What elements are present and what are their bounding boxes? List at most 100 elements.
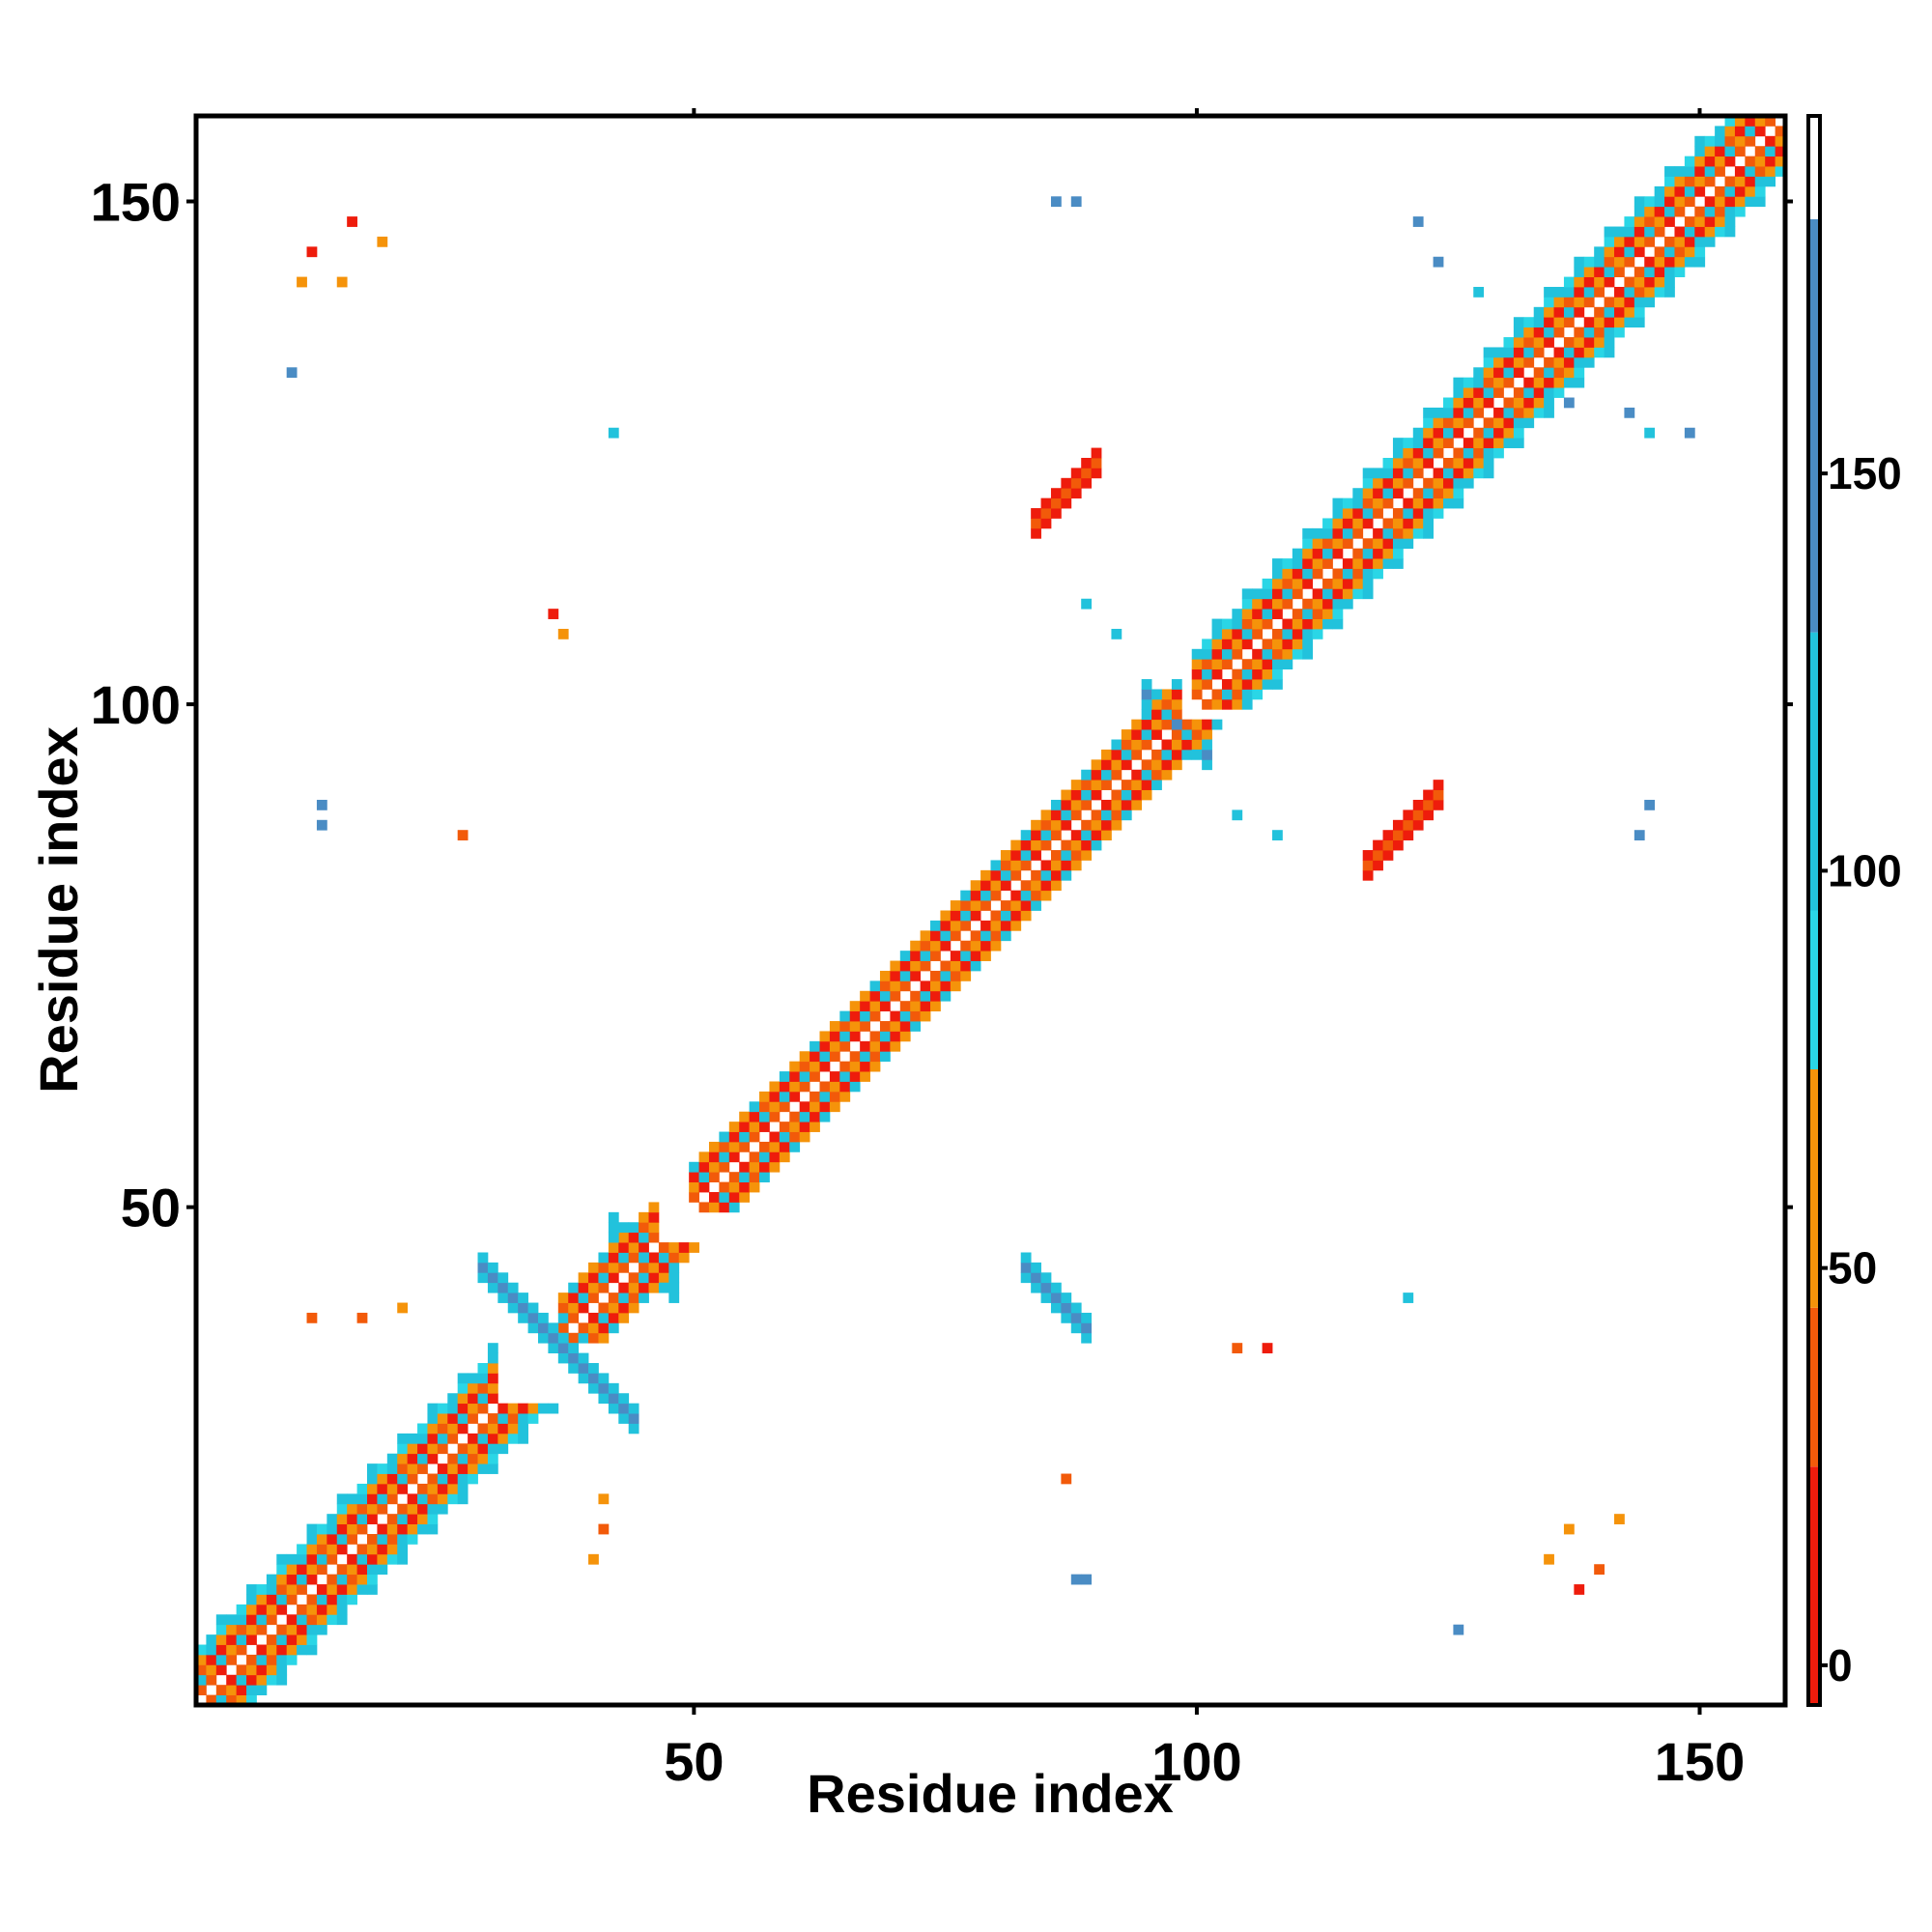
heatmap-cell <box>276 1644 288 1656</box>
heatmap-cell <box>678 1252 690 1264</box>
heatmap-cell <box>1664 246 1675 258</box>
heatmap-cell <box>1070 860 1082 871</box>
heatmap-cell <box>810 1091 820 1102</box>
heatmap-cell <box>1091 447 1102 459</box>
heatmap-cell <box>799 1051 810 1063</box>
heatmap-cell <box>1382 830 1394 841</box>
heatmap-cell <box>306 246 318 258</box>
heatmap-cell <box>437 1413 448 1424</box>
heatmap-cell <box>839 1040 851 1052</box>
heatmap-cell <box>628 1423 639 1435</box>
heatmap-cell <box>1513 438 1524 448</box>
heatmap-cell <box>316 799 327 810</box>
heatmap-cell <box>407 1534 418 1545</box>
heatmap-cell <box>1453 477 1464 489</box>
heatmap-cell <box>1594 337 1605 348</box>
heatmap-cell <box>1252 609 1264 619</box>
heatmap-cell <box>1412 488 1424 499</box>
heatmap-cell <box>1262 588 1273 600</box>
heatmap-cell <box>598 1282 610 1293</box>
heatmap-cell <box>1392 508 1404 519</box>
heatmap-cell <box>1664 185 1675 197</box>
heatmap-cell <box>1202 659 1212 670</box>
heatmap-cell <box>1644 216 1656 227</box>
heatmap-cell <box>1704 206 1716 217</box>
heatmap-cell <box>1312 568 1323 580</box>
heatmap-cell <box>1091 468 1102 479</box>
heatmap-cell <box>1754 126 1766 137</box>
heatmap-cell <box>759 1151 770 1163</box>
heatmap-cell <box>618 1232 630 1243</box>
heatmap-cell <box>869 980 881 992</box>
heatmap-cell <box>728 1141 740 1152</box>
heatmap-cell <box>910 960 922 972</box>
heatmap-cell <box>588 1312 599 1323</box>
heatmap-cell <box>879 1051 891 1063</box>
heatmap-cell <box>215 1644 227 1656</box>
heatmap-cell <box>1070 196 1082 208</box>
heatmap-cell <box>397 1463 409 1474</box>
heatmap-cell <box>970 900 981 911</box>
heatmap-cell <box>1664 206 1675 217</box>
heatmap-cell <box>1724 206 1736 217</box>
heatmap-cell <box>1734 185 1746 197</box>
heatmap-cell <box>457 1483 469 1494</box>
heatmap-cell <box>1734 206 1746 217</box>
heatmap-cell <box>1473 286 1485 298</box>
heatmap-cell <box>1624 236 1635 247</box>
heatmap-cell <box>1412 447 1424 459</box>
heatmap-cell <box>1382 538 1394 550</box>
heatmap-cell <box>689 1192 699 1203</box>
heatmap-cell <box>1252 648 1264 660</box>
heatmap-cell <box>1544 286 1554 298</box>
heatmap-cell <box>1241 668 1253 680</box>
heatmap-cell <box>819 1031 831 1042</box>
heatmap-cell <box>1423 518 1434 529</box>
heatmap-cell <box>950 960 961 972</box>
heatmap-cell <box>468 1403 478 1414</box>
heatmap-cell <box>1221 639 1233 650</box>
heatmap-cell <box>276 1584 288 1595</box>
heatmap-cell <box>1745 166 1756 177</box>
heatmap-cell <box>1654 216 1665 227</box>
heatmap-cell <box>608 1382 619 1394</box>
heatmap-cell <box>377 1523 388 1535</box>
heatmap-cell <box>1403 447 1414 459</box>
heatmap-cell <box>1654 256 1665 268</box>
heatmap-cell <box>1614 246 1625 258</box>
heatmap-cell <box>468 1453 478 1464</box>
heatmap-cell <box>1252 628 1264 639</box>
heatmap-cell <box>628 1302 639 1314</box>
heatmap-cell <box>356 1493 368 1505</box>
heatmap-cell <box>1624 256 1635 268</box>
heatmap-cell <box>1151 719 1162 730</box>
heatmap-cell <box>1483 367 1494 379</box>
heatmap-cell <box>306 1553 318 1565</box>
heatmap-cell <box>1684 256 1695 268</box>
heatmap-cell <box>1382 468 1394 479</box>
heatmap-cell <box>1040 1272 1052 1284</box>
heatmap-cell <box>1171 709 1182 721</box>
heatmap-cell <box>1312 558 1323 569</box>
heatmap-cell <box>1091 457 1102 469</box>
heatmap-cell <box>1392 548 1404 559</box>
heatmap-cell <box>899 960 911 972</box>
heatmap-cell <box>1272 588 1283 600</box>
heatmap-cell <box>980 900 991 911</box>
heatmap-cell <box>1050 497 1062 509</box>
heatmap-cell <box>940 970 952 981</box>
heatmap-cell <box>1533 317 1545 328</box>
heatmap-cell <box>1423 527 1434 539</box>
heatmap-cell <box>930 980 941 992</box>
heatmap-cell <box>639 1232 649 1243</box>
heatmap-cell <box>869 1051 881 1063</box>
heatmap-cell <box>1563 317 1575 328</box>
heatmap-cell <box>910 1010 922 1022</box>
heatmap-cell <box>1061 810 1072 821</box>
heatmap-cell <box>1191 689 1203 700</box>
heatmap-cell <box>1715 166 1725 177</box>
heatmap-cell <box>276 1674 288 1686</box>
heatmap-cell <box>457 1413 469 1424</box>
heatmap-cell <box>1302 578 1314 589</box>
heatmap-cell <box>1734 166 1746 177</box>
